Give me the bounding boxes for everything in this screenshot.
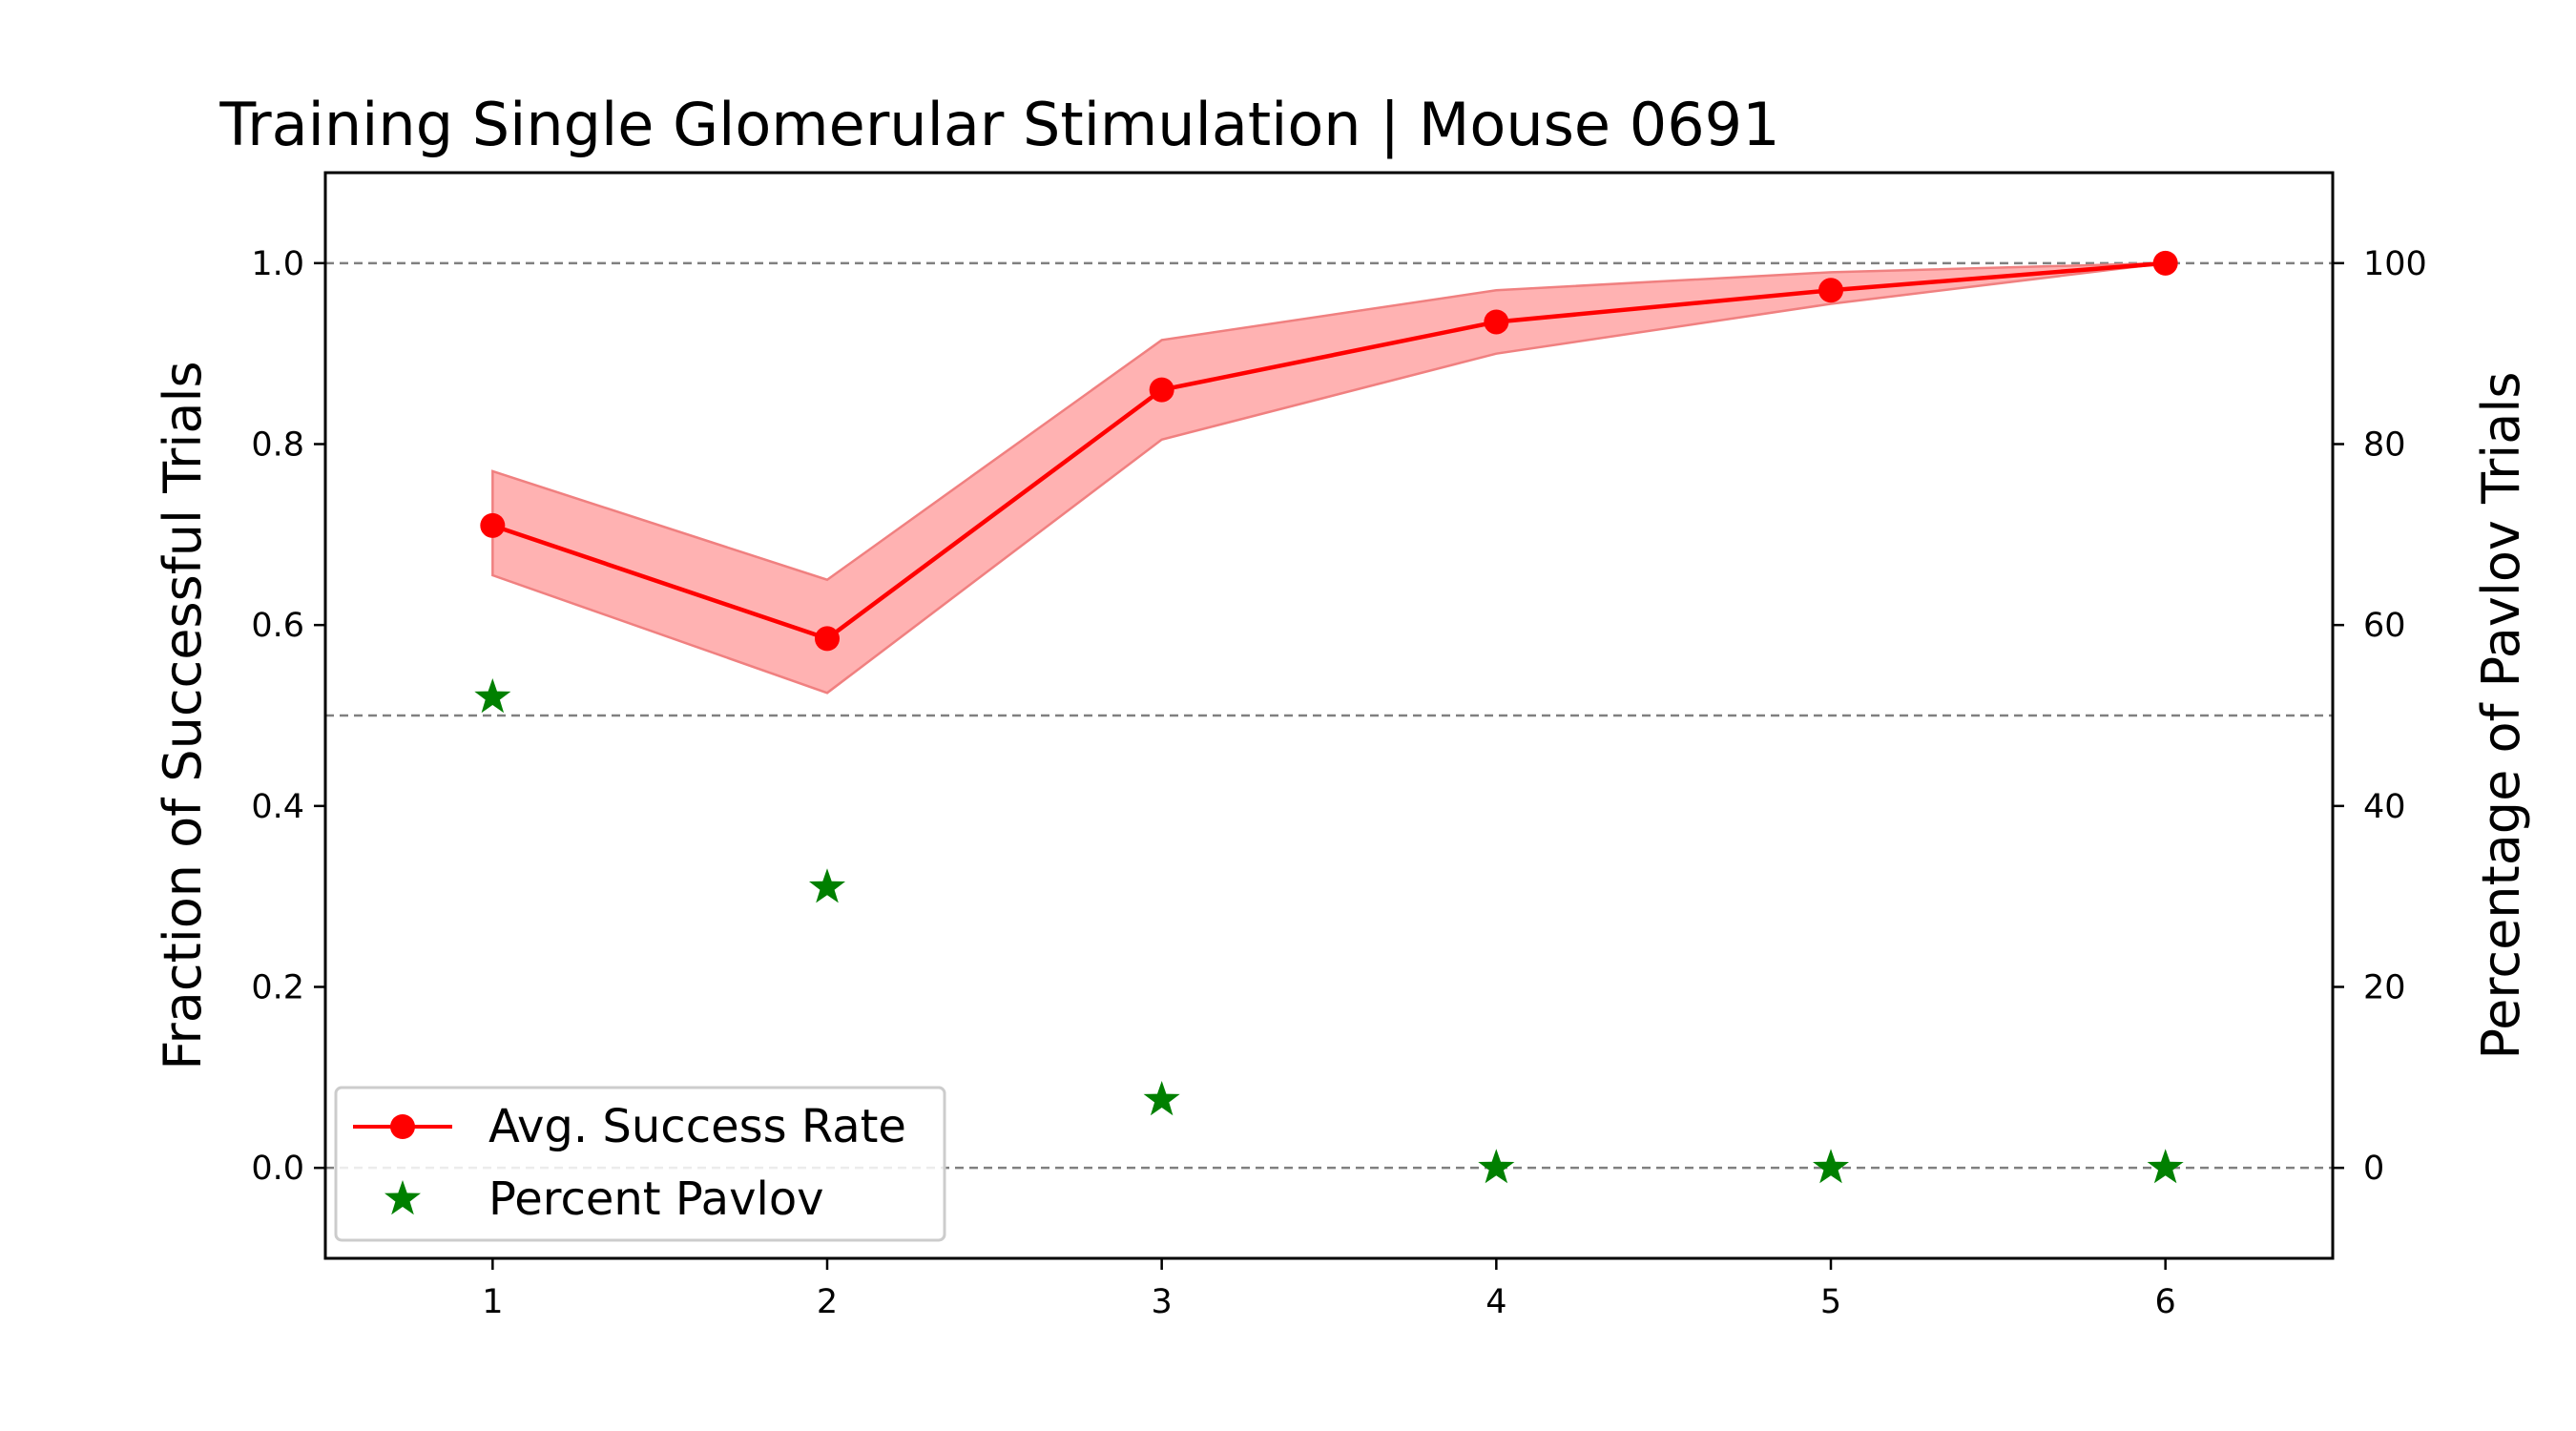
y2-axis-label: Percentage of Pavlov Trials <box>2471 372 2531 1060</box>
x-tick-label: 2 <box>817 1283 838 1321</box>
legend: Avg. Success Rate Percent Pavlov <box>334 1086 946 1242</box>
y-tick-label: 0.4 <box>251 788 304 826</box>
legend-label-success: Avg. Success Rate <box>488 1100 906 1153</box>
x-tick-label: 1 <box>482 1283 503 1321</box>
x-tick-label: 3 <box>1152 1283 1173 1321</box>
y2-tick-label: 80 <box>2363 426 2406 465</box>
y-tick-label: 0.8 <box>251 426 304 465</box>
y-axis-label: Fraction of Successful Trials <box>153 361 213 1069</box>
pavlov-star-point <box>1143 1081 1180 1116</box>
pavlov-star-point <box>2147 1149 2184 1184</box>
x-tick-label: 5 <box>1820 1283 1841 1321</box>
y2-tick-label: 60 <box>2363 607 2406 645</box>
pavlov-star-point <box>809 868 845 903</box>
success-rate-point <box>815 626 840 652</box>
legend-star-shape <box>384 1180 421 1215</box>
y-tick-label: 0.6 <box>251 607 304 645</box>
y-tick-label: 0.2 <box>251 969 304 1007</box>
y2-tick-label: 40 <box>2363 788 2406 826</box>
pavlov-star-point <box>1478 1149 1515 1184</box>
pavlov-star-point <box>474 678 511 714</box>
success-rate-band <box>491 261 2166 695</box>
y2-tick-label: 100 <box>2363 245 2427 283</box>
pavlov-star-point <box>1813 1149 1849 1184</box>
x-tick-label: 6 <box>2155 1283 2176 1321</box>
success-rate-point <box>480 512 506 538</box>
success-rate-point <box>1484 309 1509 335</box>
y-tick-label: 1.0 <box>251 245 304 283</box>
success-rate-point <box>1818 278 1843 303</box>
x-tick-label: 4 <box>1485 1283 1506 1321</box>
chart-title: Training Single Glomerular Stimulation |… <box>218 90 1779 160</box>
legend-circle-marker <box>390 1114 415 1139</box>
y2-tick-label: 0 <box>2363 1150 2384 1188</box>
legend-label-pavlov: Percent Pavlov <box>488 1172 824 1226</box>
plot-area: 1 2 3 4 5 6 0.0 0.2 0.4 0.6 0.8 1.0 0 20 40 60 80 100 <box>251 245 2426 1321</box>
legend-star-marker <box>384 1180 421 1215</box>
legend-box <box>334 1086 946 1242</box>
success-rate-point <box>2152 250 2178 276</box>
plot-frame <box>323 171 2335 1260</box>
success-rate-point <box>1149 377 1174 403</box>
success-rate-line <box>491 260 2166 641</box>
y-tick-label: 0.0 <box>251 1150 304 1188</box>
y2-tick-label: 20 <box>2363 969 2406 1007</box>
